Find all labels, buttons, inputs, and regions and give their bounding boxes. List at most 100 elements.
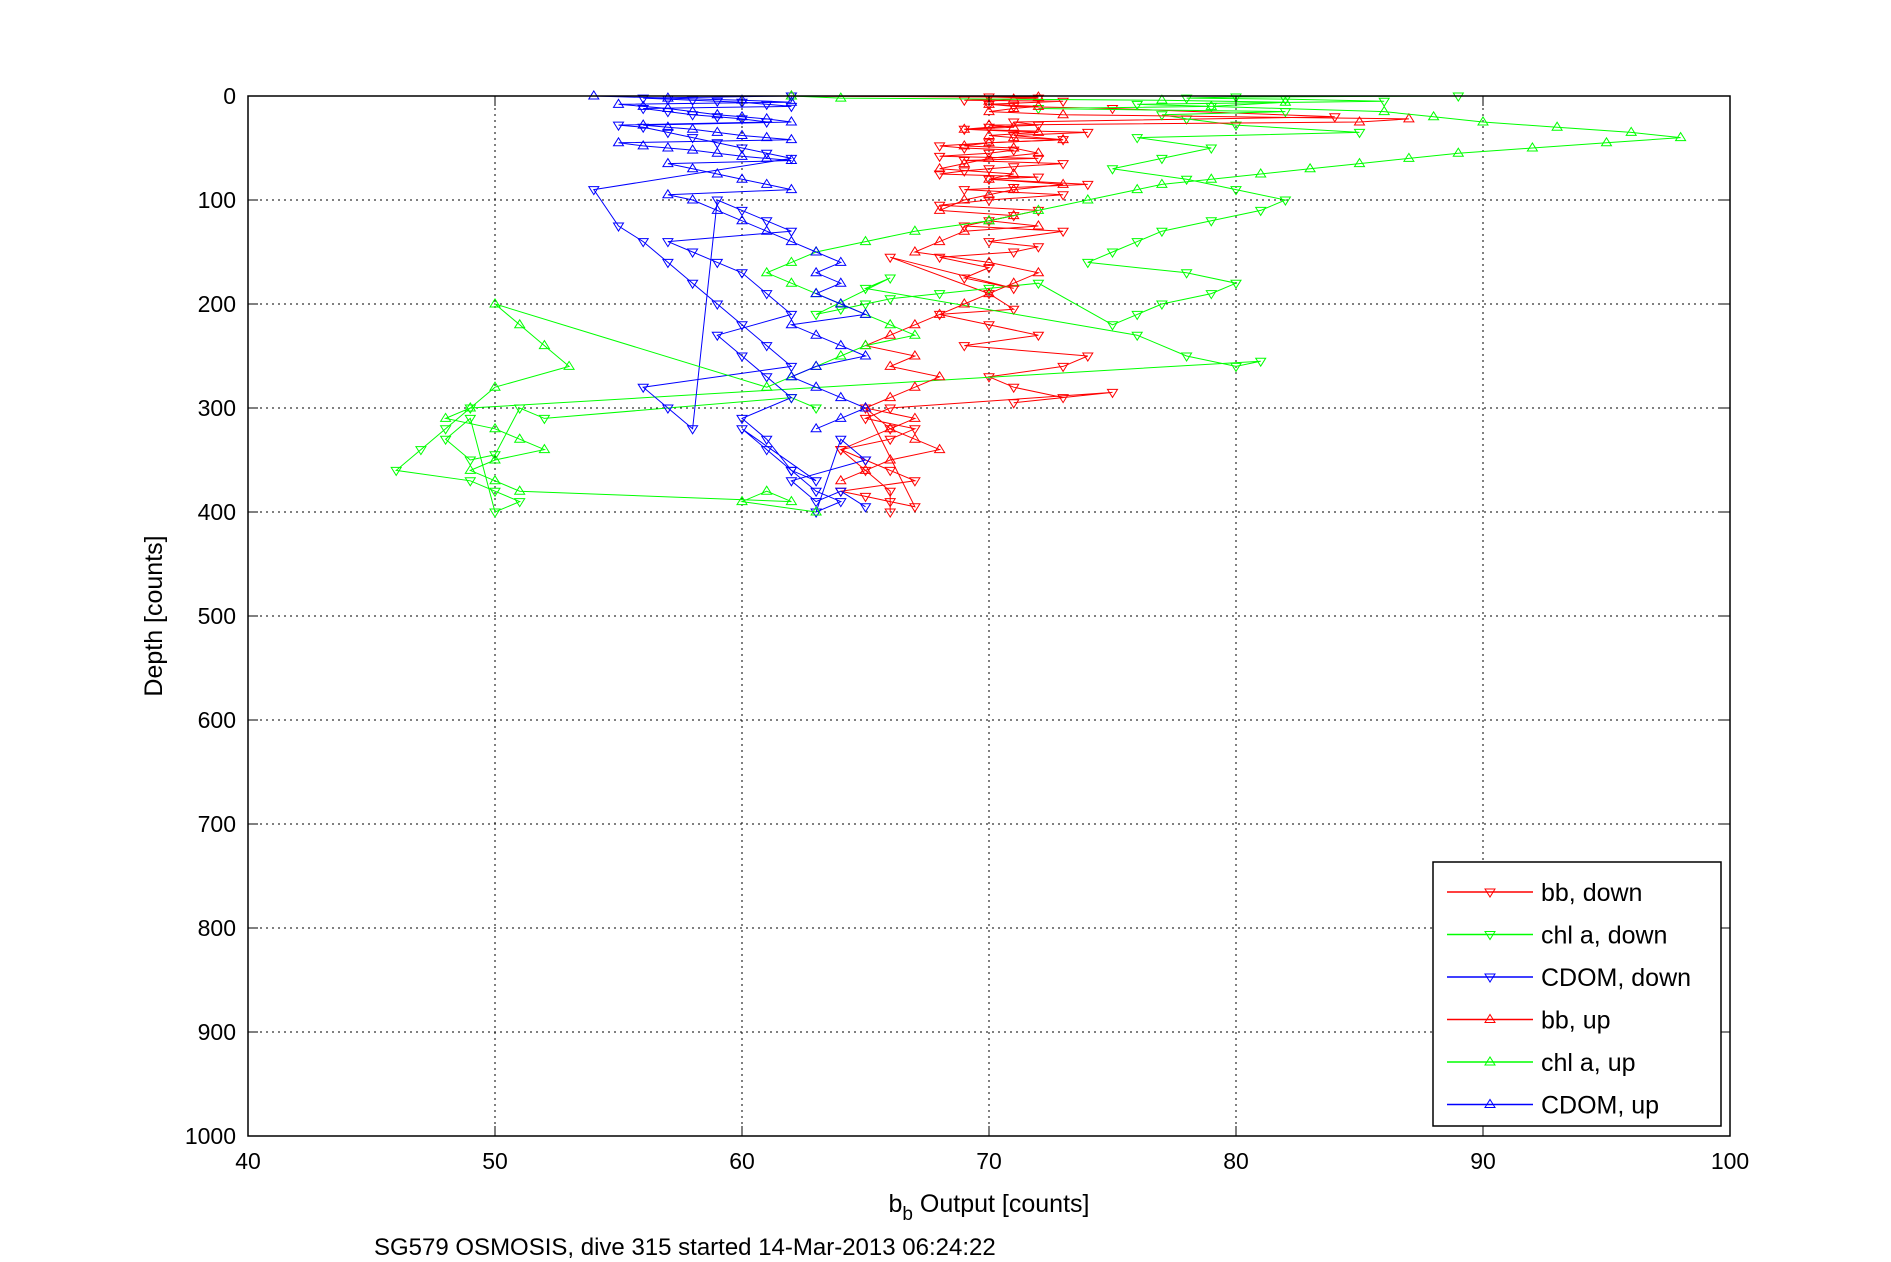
data-point <box>1230 93 1242 103</box>
data-point <box>1032 147 1045 157</box>
data-point <box>810 506 823 516</box>
data-point <box>1230 121 1242 132</box>
data-point <box>908 477 921 487</box>
data-point <box>785 256 798 266</box>
data-point <box>785 183 798 194</box>
data-point <box>958 194 971 204</box>
data-point <box>1032 126 1045 136</box>
data-point <box>933 142 946 152</box>
data-point <box>1155 154 1168 165</box>
data-point <box>736 269 748 279</box>
data-point <box>587 90 600 100</box>
legend-swatch-marker <box>1484 1098 1496 1108</box>
data-point <box>760 217 773 227</box>
data-point <box>1007 383 1020 394</box>
data-point <box>760 152 773 162</box>
y-tick-label: 1000 <box>185 1123 236 1149</box>
series-line-cdom-down <box>592 95 867 513</box>
y-axis-label: Depth [counts] <box>140 535 168 696</box>
data-point <box>612 121 625 132</box>
data-point <box>1032 331 1045 342</box>
data-point <box>513 498 526 508</box>
data-point <box>785 370 798 381</box>
data-point <box>859 235 872 246</box>
data-point <box>513 433 526 443</box>
data-point <box>1057 394 1070 404</box>
data-point <box>513 404 526 414</box>
data-point <box>859 284 872 295</box>
data-point <box>1057 133 1070 144</box>
data-point <box>661 142 674 152</box>
data-point <box>661 102 674 112</box>
data-point <box>983 105 995 116</box>
data-point <box>464 414 477 425</box>
data-point <box>489 508 501 518</box>
data-point <box>884 274 897 284</box>
data-point <box>1155 227 1168 238</box>
data-point <box>637 119 650 129</box>
data-point <box>859 456 872 466</box>
data-point <box>1205 217 1218 227</box>
data-point <box>711 108 724 119</box>
data-point <box>810 329 823 339</box>
data-point <box>810 360 823 370</box>
data-point <box>1081 180 1094 191</box>
data-point <box>489 381 501 391</box>
data-point <box>933 443 946 454</box>
data-point <box>1032 266 1045 277</box>
data-point <box>1131 183 1144 194</box>
data-point <box>834 92 847 102</box>
data-point <box>1131 100 1144 111</box>
data-point <box>958 222 971 232</box>
data-point <box>1205 144 1218 154</box>
data-point <box>908 329 921 339</box>
legend-label: CDOM, up <box>1541 1092 1659 1120</box>
data-point <box>1106 388 1119 399</box>
data-point <box>908 246 921 256</box>
x-tick-label: 80 <box>1223 1148 1249 1174</box>
data-point <box>736 214 748 225</box>
data-point <box>884 295 897 305</box>
data-point <box>810 310 823 321</box>
data-point <box>1180 352 1193 362</box>
data-point <box>958 157 971 168</box>
data-point <box>686 96 699 107</box>
data-point <box>1032 173 1045 184</box>
data-point <box>439 435 452 446</box>
data-point <box>834 487 847 498</box>
data-point <box>1427 110 1440 121</box>
legend-entry-cdom-down: CDOM, down <box>1447 964 1691 992</box>
data-point <box>1353 157 1366 168</box>
data-point <box>1254 357 1267 368</box>
data-point <box>736 352 748 362</box>
data-point <box>390 466 403 477</box>
data-point <box>859 300 872 310</box>
data-point <box>1007 102 1020 112</box>
series-line-cdom-up <box>593 95 868 430</box>
data-point <box>958 123 971 133</box>
data-point <box>637 100 650 110</box>
data-point <box>810 422 823 433</box>
data-point <box>1131 331 1144 342</box>
data-point <box>661 157 674 168</box>
data-point <box>1180 94 1193 105</box>
data-point <box>711 97 724 108</box>
data-point <box>785 154 798 164</box>
data-point <box>908 503 921 513</box>
data-point <box>464 402 477 412</box>
data-point <box>464 477 477 487</box>
data-point <box>760 485 773 495</box>
data-point <box>933 201 946 212</box>
data-point <box>859 308 872 318</box>
data-point <box>983 165 995 175</box>
data-point <box>785 318 798 329</box>
data-point <box>884 435 897 446</box>
data-point <box>933 290 946 300</box>
x-tick-label: 50 <box>482 1148 508 1174</box>
data-point <box>834 412 847 422</box>
data-point <box>1007 131 1020 142</box>
data-point <box>1378 105 1391 116</box>
data-point <box>760 112 773 123</box>
data-point <box>1057 178 1070 188</box>
